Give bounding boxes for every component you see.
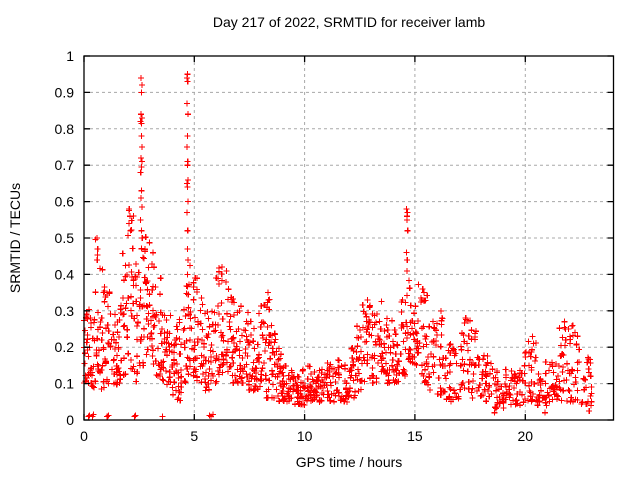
tick-labels: 0 5 10 15 20 0 0.1 0.2 0.3 0.4 0.5 0.6 0.7 0.8 0.9 1 [55,48,534,444]
chart-title: Day 217 of 2022, SRMTID for receiver lam… [213,14,486,30]
y-tick-label: 0 [66,412,74,428]
y-tick-label: 0.8 [55,121,75,137]
x-tick-label: 10 [297,428,313,444]
x-axis-label: GPS time / hours [296,454,403,470]
x-tick-label: 20 [517,428,533,444]
y-tick-label: 1 [66,48,74,64]
y-tick-label: 0.5 [55,230,75,246]
y-tick-label: 0.3 [55,303,75,319]
y-axis-label: SRMTID / TECUs [7,183,23,293]
x-tick-label: 0 [80,428,88,444]
tick-marks [83,55,614,421]
axis-tick-marks [83,55,614,421]
y-tick-label: 0.7 [55,157,75,173]
y-tick-label: 0.9 [55,84,75,100]
y-tick-label: 0.1 [55,376,75,392]
x-tick-label: 15 [407,428,423,444]
y-tick-label: 0.2 [55,339,75,355]
data-points [80,71,595,420]
y-tick-label: 0.4 [55,266,75,282]
y-tick-label: 0.6 [55,194,75,210]
x-tick-label: 5 [190,428,198,444]
